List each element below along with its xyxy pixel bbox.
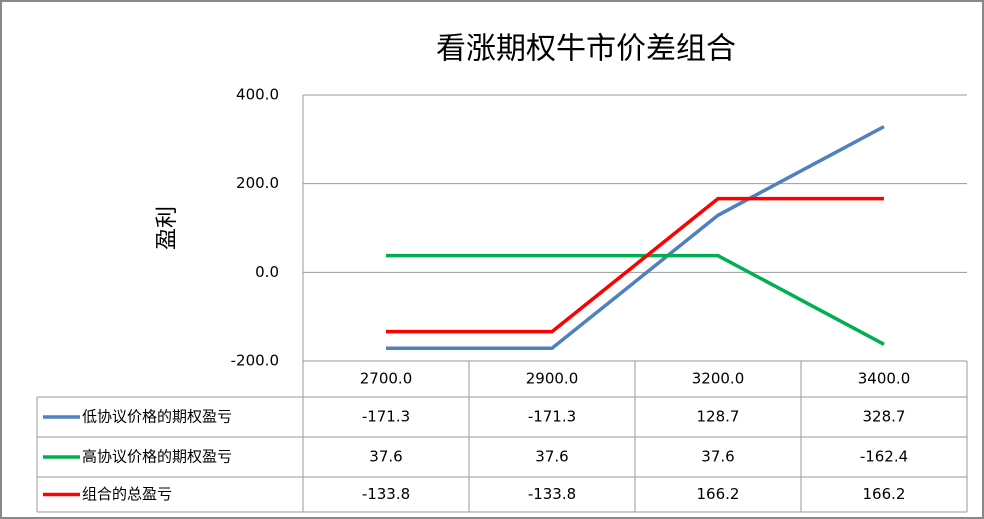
series-line xyxy=(386,196,884,334)
table-value: 37.6 xyxy=(535,448,568,466)
y-tick-label: -200.0 xyxy=(231,352,279,370)
x-tick-label: 3400.0 xyxy=(858,370,911,388)
table-value: -171.3 xyxy=(528,408,576,426)
series-line xyxy=(386,253,885,346)
table-value: -171.3 xyxy=(362,408,410,426)
table-value: -133.8 xyxy=(528,485,576,503)
y-axis-label: 盈利 xyxy=(155,206,180,250)
table-value: -162.4 xyxy=(860,448,908,466)
table-value: -133.8 xyxy=(362,485,410,503)
x-tick-label: 2900.0 xyxy=(526,370,579,388)
legend-label: 高协议价格的期权盈亏 xyxy=(82,448,232,466)
y-tick-label: 200.0 xyxy=(236,174,279,192)
table-value: 37.6 xyxy=(369,448,402,466)
table-value: 128.7 xyxy=(697,408,740,426)
table-value: 328.7 xyxy=(863,408,906,426)
chart-title: 看涨期权牛市价差组合 xyxy=(436,32,736,67)
legend-label: 组合的总盈亏 xyxy=(82,485,172,503)
x-tick-label: 2700.0 xyxy=(360,370,413,388)
table-value: 166.2 xyxy=(697,485,740,503)
x-tick-label: 3200.0 xyxy=(692,370,745,388)
y-tick-label: 0.0 xyxy=(255,263,279,281)
y-tick-label: 400.0 xyxy=(236,86,279,104)
table-value: 166.2 xyxy=(863,485,906,503)
table-value: 37.6 xyxy=(701,448,734,466)
legend-label: 低协议价格的期权盈亏 xyxy=(82,408,232,426)
series-line xyxy=(386,125,885,351)
